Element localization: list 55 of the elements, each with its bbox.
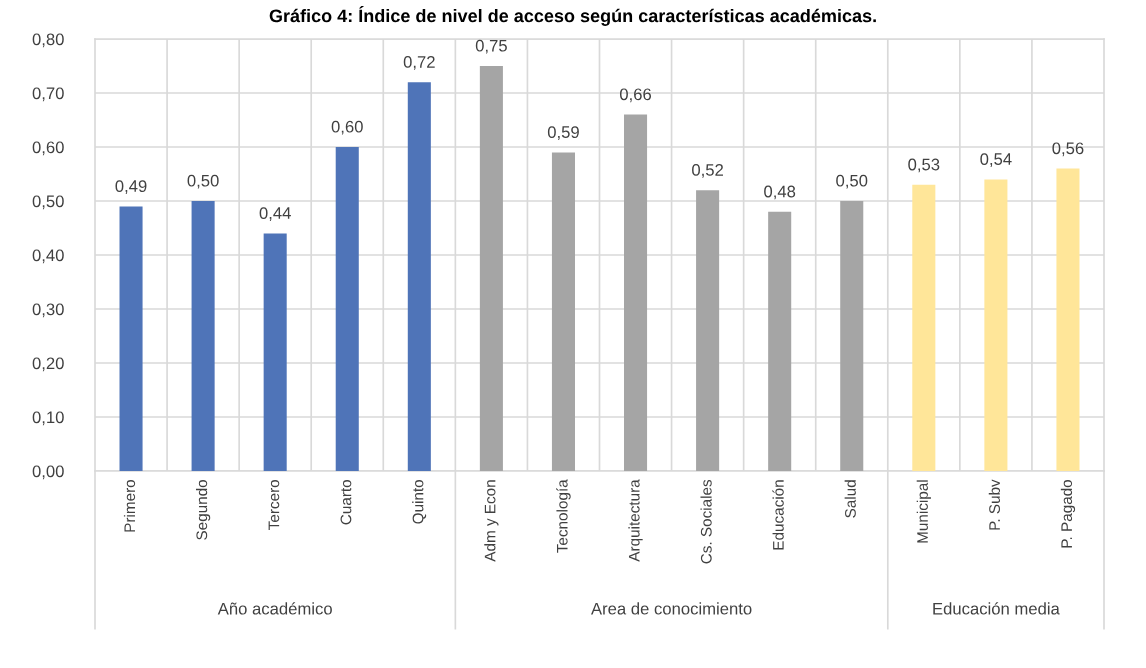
data-label: 0,60 (331, 120, 363, 135)
y-tick-label: 0,50 (32, 195, 64, 210)
data-label: 0,54 (980, 153, 1012, 167)
x-tick-label: Educación (772, 480, 784, 550)
data-label: 0,48 (764, 185, 796, 200)
x-tick-label: Arquitectura (628, 479, 643, 562)
y-tick-label: 0,30 (32, 303, 64, 318)
x-tick-label: Segundo (195, 479, 211, 540)
x-tick-label: Cuarto (340, 479, 352, 525)
bar (768, 211, 792, 471)
bar (696, 190, 720, 471)
data-label: 0,52 (692, 163, 723, 178)
data-label: 0,50 (187, 174, 219, 189)
bar (407, 82, 431, 471)
bar (479, 66, 503, 471)
bar (191, 201, 215, 471)
bar (263, 233, 287, 471)
x-tick-label: P. Subv (988, 479, 1000, 530)
data-label: 0,66 (619, 88, 652, 103)
x-tick-label: Primero (123, 479, 136, 532)
text: Educación media (933, 602, 1060, 615)
bar (840, 201, 864, 471)
y-tick-label: 0,80 (32, 33, 64, 48)
bar (984, 179, 1008, 471)
y-tick-label: 0,70 (32, 87, 64, 102)
chart-title: Gráfico 4: Índice de nivel de acceso según características académicas. (269, 6, 876, 26)
data-label: 0,49 (115, 180, 147, 194)
data-label: 0,75 (475, 39, 507, 54)
bar (119, 206, 143, 471)
y-tick-label: 0,00 (32, 465, 64, 480)
text: Area de conocimiento (591, 602, 752, 615)
data-label: 0,53 (908, 158, 940, 173)
x-tick-label: Adm y Econ (484, 480, 499, 562)
bar (335, 147, 359, 471)
bar (551, 152, 575, 471)
bar (1056, 168, 1080, 471)
text: Año académico (217, 602, 332, 615)
y-tick-label: 0,20 (32, 357, 64, 372)
bar (624, 114, 648, 471)
x-tick-label: Municipal (916, 480, 931, 543)
data-label: 0,50 (836, 174, 868, 189)
y-tick-label: 0,60 (32, 141, 64, 156)
data-label: 0,72 (403, 55, 435, 70)
bar (912, 184, 936, 471)
y-tick-label: 0,40 (32, 249, 64, 264)
data-label: 0,59 (547, 126, 579, 140)
x-tick-label: Tercero (268, 479, 280, 530)
x-tick-label: Tecnología (556, 479, 571, 553)
x-tick-label: Quinto (412, 479, 427, 524)
data-label: 0,56 (1052, 142, 1084, 157)
x-tick-label: Salud (844, 480, 856, 518)
x-tick-label: Cs. Sociales (700, 479, 712, 564)
y-tick-label: 0,10 (32, 411, 64, 426)
data-label: 0,44 (259, 207, 291, 221)
x-tick-label: P. Pagado (1060, 479, 1076, 548)
